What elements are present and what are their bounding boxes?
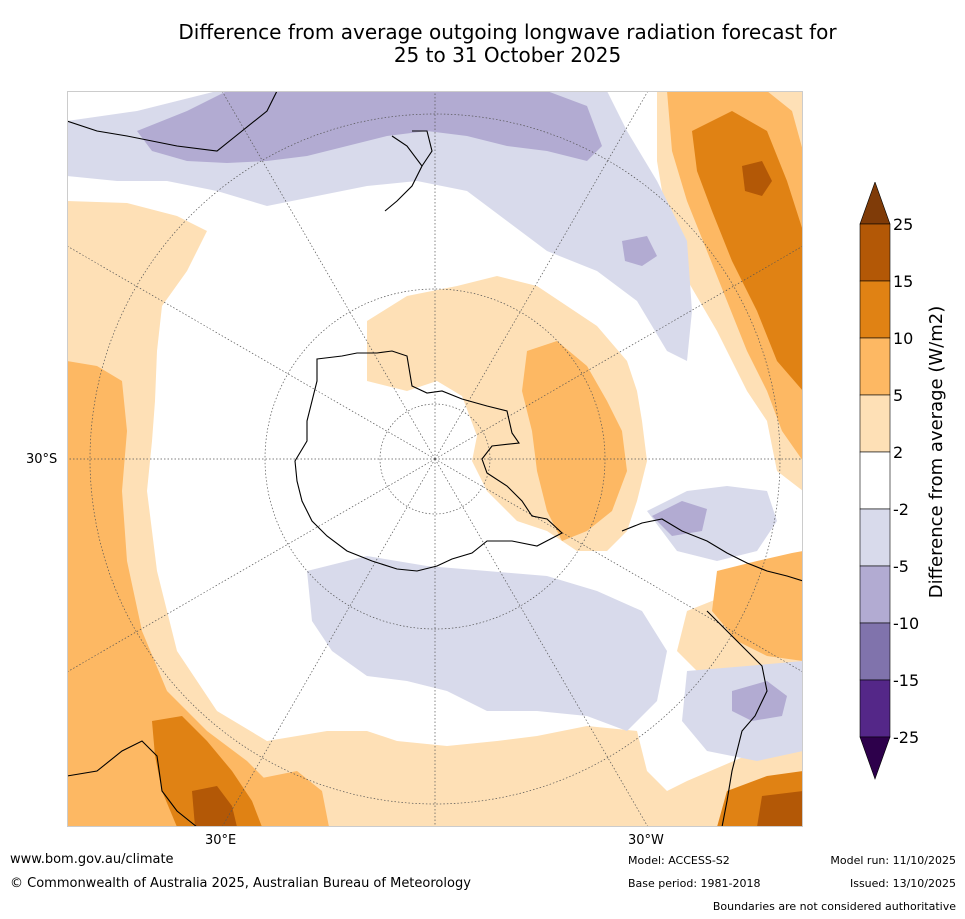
anomaly-10-15-sw [152,716,262,827]
colorbar-swatch [859,508,891,567]
colorbar-tick-label: 2 [893,443,903,462]
graticule [67,91,803,827]
colorbar-swatch [859,679,891,738]
model-text: Model: ACCESS-S2 [628,854,730,867]
australia-coastline [67,91,278,152]
south-america-coastline [621,518,803,827]
colorbar-tick-label: -25 [893,728,919,747]
anomaly-15-25-se [757,791,803,827]
title-line-2: 25 to 31 October 2025 [393,43,622,67]
colorbar-swatch [859,337,891,396]
map-frame [67,91,803,827]
colorbar-extend-top [859,182,891,225]
colorbar-swatch [859,622,891,681]
anomaly-5-10-sw-patch [242,771,329,827]
colorbar-tick-label: -2 [893,500,909,519]
anomaly-5-10-se [712,551,803,661]
anomaly-neg5-10-north [137,91,602,163]
colorbar-extend-bottom [859,736,891,780]
label-30s: 30°S [26,452,58,467]
colorbar-swatch [859,394,891,453]
anomaly-neg5-10-patch [622,236,657,266]
colorbar-swatch [859,451,891,510]
colorbar-swatch [859,223,891,282]
issued-text: Issued: 13/10/2025 [849,877,956,890]
africa-coastline [67,740,198,827]
anomaly-neg2-5-south [307,556,667,731]
new-zealand-coastline [384,130,433,212]
anomaly-neg5-10-east [652,501,707,536]
anomaly-5-10-center [522,341,627,541]
colorbar-tick-label: -15 [893,671,919,690]
colorbar-tick-label: 25 [893,215,913,234]
website-link[interactable]: www.bom.gov.au/climate [10,852,174,867]
title-line-1: Difference from average outgoing longwav… [178,20,837,44]
colorbar-swatch [859,280,891,339]
copyright-text: © Commonwealth of Australia 2025, Austra… [10,876,471,891]
model-run-text: Model run: 11/10/2025 [830,854,956,867]
colorbar-swatches [859,182,891,780]
colorbar-swatch [859,565,891,624]
polar-map [67,91,803,827]
antarctica-coastline [294,350,563,572]
anomaly-10-15-east [692,111,803,391]
map-svg [67,91,803,827]
anomaly-15-25-east [742,161,772,196]
colorbar-label: Difference from average (W/m2) [926,306,947,598]
colorbar-tick-label: -5 [893,557,909,576]
colorbar: 25 15 10 5 2 -2 -5 -10 -15 -25 Difference from av… [859,182,947,780]
anomaly-5-10-west [67,361,317,827]
colorbar-tick-label: 10 [893,329,913,348]
disclaimer-text: Boundaries are not considered authoritat… [712,900,956,913]
colorbar-tick-label: -10 [893,614,919,633]
map-title: Difference from average outgoing longwav… [60,21,955,67]
label-30e: 30°E [205,833,237,848]
anomaly-15-25-sw [192,786,237,827]
anomaly-neg5-10-se [732,681,787,721]
base-period-text: Base period: 1981-2018 [628,877,761,890]
colorbar-tick-label: 5 [893,386,903,405]
colorbar-ticks: 25 15 10 5 2 -2 -5 -10 -15 -25 [893,215,919,747]
label-30w: 30°W [628,833,664,848]
colorbar-tick-label: 15 [893,272,913,291]
